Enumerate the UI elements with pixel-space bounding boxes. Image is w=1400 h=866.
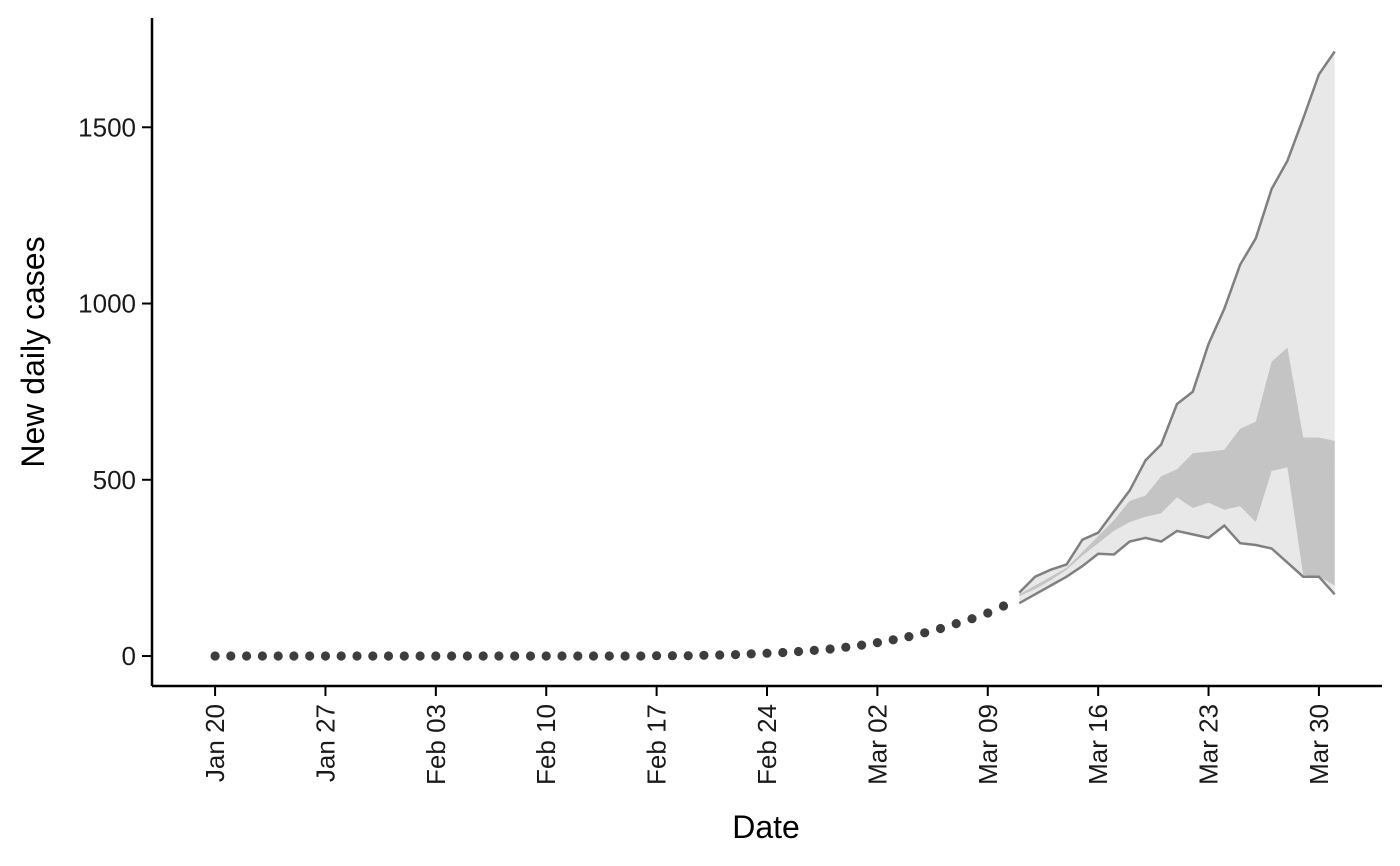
observed-point bbox=[541, 651, 551, 661]
observed-point bbox=[667, 651, 678, 661]
observed-point bbox=[320, 651, 331, 661]
observed-point bbox=[904, 632, 914, 642]
observed-point bbox=[604, 651, 614, 661]
observed-points bbox=[210, 601, 1009, 661]
outer-uncertainty-band bbox=[1019, 51, 1335, 604]
observed-point bbox=[620, 651, 630, 661]
observed-point bbox=[510, 651, 520, 661]
observed-point bbox=[399, 651, 409, 661]
outer-lower-line bbox=[1018, 523, 1336, 605]
observed-point bbox=[652, 651, 662, 661]
observed-point bbox=[242, 651, 252, 661]
x-tick-label: Jan 20 bbox=[200, 704, 230, 782]
observed-point bbox=[746, 649, 756, 659]
observed-point bbox=[289, 651, 299, 661]
inner-uncertainty-band bbox=[1019, 347, 1335, 597]
observed-point bbox=[352, 651, 362, 661]
observed-point bbox=[809, 645, 819, 656]
observed-point bbox=[273, 651, 283, 661]
observed-point bbox=[683, 651, 693, 661]
observed-point bbox=[967, 614, 977, 624]
observed-point bbox=[588, 651, 599, 661]
x-tick-label: Feb 03 bbox=[421, 704, 451, 785]
observed-point bbox=[557, 651, 567, 661]
outer-upper-line bbox=[1018, 50, 1336, 594]
observed-point bbox=[778, 647, 788, 658]
observed-point bbox=[699, 650, 709, 660]
observed-point bbox=[951, 619, 961, 629]
observed-point bbox=[415, 651, 425, 661]
y-tick-label: 1500 bbox=[78, 112, 136, 142]
observed-point bbox=[998, 601, 1009, 611]
observed-point bbox=[478, 651, 488, 661]
x-tick-label: Feb 24 bbox=[752, 704, 782, 785]
observed-point bbox=[336, 651, 346, 661]
observed-point bbox=[935, 623, 946, 634]
observed-point bbox=[872, 638, 883, 648]
observed-point bbox=[983, 608, 993, 618]
observed-point bbox=[888, 635, 898, 645]
y-axis-title: New daily cases bbox=[15, 236, 51, 467]
x-tick-label: Mar 16 bbox=[1083, 704, 1113, 785]
observed-point bbox=[636, 651, 646, 661]
x-tick-label: Mar 09 bbox=[973, 704, 1003, 785]
x-tick-label: Mar 23 bbox=[1194, 704, 1224, 785]
x-tick-label: Mar 30 bbox=[1304, 704, 1334, 785]
x-tick-label: Jan 27 bbox=[311, 704, 341, 782]
observed-point bbox=[494, 651, 504, 661]
observed-point bbox=[226, 651, 236, 661]
x-tick-label: Feb 10 bbox=[531, 704, 561, 785]
x-tick-label: Mar 02 bbox=[862, 704, 892, 785]
observed-point bbox=[730, 650, 741, 660]
observed-point bbox=[431, 651, 441, 661]
observed-point bbox=[715, 650, 725, 660]
observed-point bbox=[447, 651, 457, 661]
observed-point bbox=[841, 642, 851, 652]
observed-point bbox=[762, 648, 772, 658]
observed-point bbox=[210, 651, 220, 661]
x-axis-title: Date bbox=[732, 809, 800, 845]
observed-point bbox=[825, 644, 835, 654]
observed-point bbox=[857, 640, 867, 650]
observed-point bbox=[257, 651, 267, 661]
y-tick-label: 1000 bbox=[78, 289, 136, 319]
x-axis: Jan 20 Jan 27 Feb 03 Feb 10 Feb 17 Feb 24 Mar … bbox=[152, 684, 1382, 785]
observed-point bbox=[573, 651, 583, 661]
observed-point bbox=[793, 646, 804, 657]
observed-point bbox=[920, 628, 930, 638]
y-axis: 0 500 1000 1500 bbox=[78, 18, 154, 686]
y-tick-label: 0 bbox=[122, 641, 136, 671]
observed-point bbox=[383, 651, 394, 661]
x-tick-label: Feb 17 bbox=[642, 704, 672, 785]
observed-point bbox=[462, 651, 472, 661]
observed-point bbox=[525, 651, 536, 661]
projection-layer bbox=[1018, 50, 1336, 605]
y-tick-label: 500 bbox=[93, 465, 136, 495]
observed-point bbox=[368, 651, 378, 661]
observed-point bbox=[305, 651, 315, 661]
